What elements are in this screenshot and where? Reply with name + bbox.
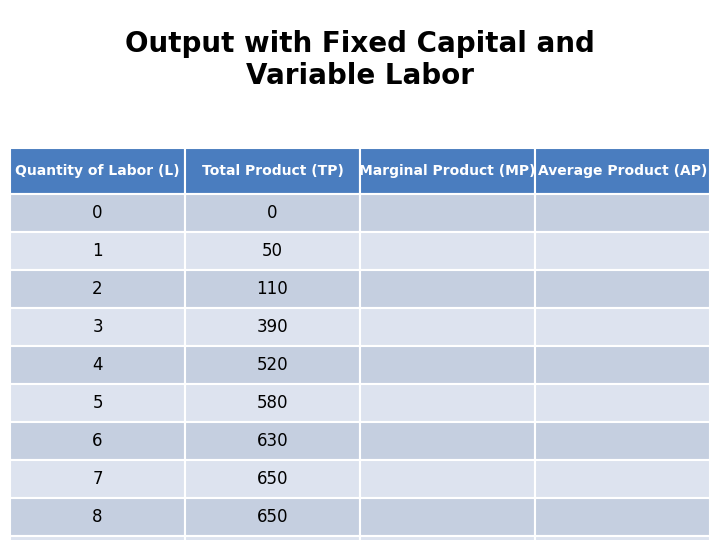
Bar [360,384,535,422]
Text: 6: 6 [92,432,103,450]
Bar [360,460,535,498]
Text: 390: 390 [257,318,288,336]
Bar [10,460,185,498]
Text: 2: 2 [92,280,103,298]
Text: Marginal Product (MP): Marginal Product (MP) [359,164,536,178]
Bar [360,270,535,308]
Text: 8: 8 [92,508,103,526]
Bar [10,232,185,270]
Bar [185,308,360,346]
Text: 520: 520 [257,356,288,374]
Text: 50: 50 [262,242,283,260]
Bar [535,536,710,540]
Text: 3: 3 [92,318,103,336]
Bar [185,498,360,536]
Bar [185,384,360,422]
Text: 0: 0 [92,204,103,222]
Bar [10,194,185,232]
Text: Output with Fixed Capital and: Output with Fixed Capital and [125,30,595,58]
Text: 650: 650 [257,508,288,526]
Bar [185,460,360,498]
Bar [360,498,535,536]
Text: Variable Labor: Variable Labor [246,62,474,90]
Text: 580: 580 [257,394,288,412]
Bar [360,422,535,460]
Bar [535,384,710,422]
Bar [535,422,710,460]
Bar [360,536,535,540]
Text: 5: 5 [92,394,103,412]
Text: Quantity of Labor (L): Quantity of Labor (L) [15,164,180,178]
Text: 630: 630 [257,432,288,450]
Text: 110: 110 [256,280,289,298]
Bar [185,148,360,194]
Bar [10,536,185,540]
Bar [185,422,360,460]
Bar [535,232,710,270]
Bar [535,308,710,346]
Bar [185,194,360,232]
Bar [10,148,185,194]
Bar [535,194,710,232]
Bar [10,308,185,346]
Text: Total Product (TP): Total Product (TP) [202,164,343,178]
Bar [535,460,710,498]
Text: 650: 650 [257,470,288,488]
Bar [360,232,535,270]
Bar [185,232,360,270]
Bar [360,346,535,384]
Text: 0: 0 [267,204,278,222]
Bar [360,148,535,194]
Bar [535,270,710,308]
Bar [10,422,185,460]
Bar [185,270,360,308]
Text: Average Product (AP): Average Product (AP) [538,164,707,178]
Bar [535,498,710,536]
Bar [185,536,360,540]
Text: 4: 4 [92,356,103,374]
Bar [185,346,360,384]
Text: 1: 1 [92,242,103,260]
Bar [10,384,185,422]
Bar [360,308,535,346]
Text: 7: 7 [92,470,103,488]
Bar [10,346,185,384]
Bar [535,346,710,384]
Bar [360,194,535,232]
Bar [10,270,185,308]
Bar [10,498,185,536]
Bar [535,148,710,194]
